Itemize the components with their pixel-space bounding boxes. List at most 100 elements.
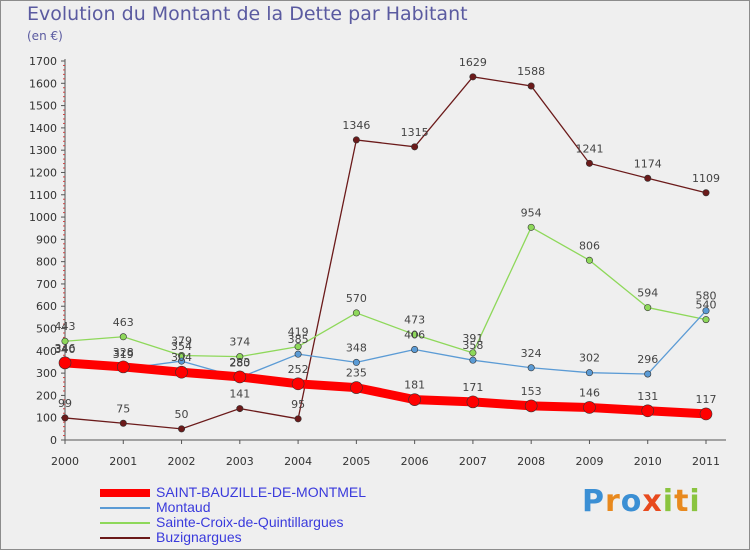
data-label-buzignargues: 1241 (575, 142, 603, 155)
data-point-sainte-croix-de-quintillargues (61, 337, 69, 345)
data-point-buzignargues (469, 73, 477, 81)
data-label-saint-bauzille-de-montmel: 153 (521, 385, 542, 398)
legend-label: Buzignargues (156, 529, 242, 545)
y-tick-label: 100 (36, 412, 57, 425)
data-point-montaud (294, 350, 302, 358)
data-point-buzignargues (178, 425, 186, 433)
x-tick-label: 2002 (168, 455, 196, 468)
y-tick-label: 1700 (29, 55, 57, 68)
data-point-saint-bauzille-de-montmel (350, 381, 363, 394)
data-label-montaud: 358 (462, 339, 483, 352)
data-point-buzignargues (236, 405, 244, 413)
data-label-sainte-croix-de-quintillargues: 594 (637, 287, 658, 300)
data-label-saint-bauzille-de-montmel: 346 (55, 342, 76, 355)
data-label-saint-bauzille-de-montmel: 117 (696, 393, 717, 406)
data-point-buzignargues (585, 159, 593, 167)
y-tick-label: 1300 (29, 144, 57, 157)
data-label-sainte-croix-de-quintillargues: 379 (171, 335, 192, 348)
data-label-buzignargues: 1315 (401, 126, 429, 139)
logo-letter: o (620, 484, 643, 519)
legend-swatch (100, 537, 150, 539)
y-tick-label: 600 (36, 300, 57, 313)
logo-letter: r (605, 484, 621, 519)
series-line-montaud (64, 310, 707, 379)
data-point-saint-bauzille-de-montmel (291, 377, 305, 391)
x-tick-label: 2009 (575, 455, 603, 468)
data-label-buzignargues: 1174 (634, 157, 662, 170)
x-tick-label: 2003 (226, 455, 254, 468)
proxiti-logo: Proxiti (582, 484, 701, 519)
data-label-montaud: 319 (113, 348, 134, 361)
y-tick-label: 1100 (29, 189, 57, 202)
data-label-buzignargues: 95 (291, 398, 305, 411)
data-label-sainte-croix-de-quintillargues: 463 (113, 316, 134, 329)
data-label-montaud: 348 (346, 341, 367, 354)
data-label-buzignargues: 1588 (517, 65, 545, 78)
data-point-sainte-croix-de-quintillargues (294, 343, 302, 351)
series-line-saint-bauzille-de-montmel (60, 358, 711, 419)
x-tick-label: 2007 (459, 455, 487, 468)
data-point-sainte-croix-de-quintillargues (585, 256, 593, 264)
y-tick-label: 1000 (29, 211, 57, 224)
x-tick-label: 2006 (401, 455, 429, 468)
data-point-montaud (178, 357, 186, 365)
data-point-saint-bauzille-de-montmel (408, 393, 421, 406)
x-tick-label: 2001 (109, 455, 137, 468)
data-label-sainte-croix-de-quintillargues: 570 (346, 292, 367, 305)
data-label-buzignargues: 1629 (459, 56, 487, 69)
data-point-sainte-croix-de-quintillargues (702, 316, 710, 324)
chart-subtitle: (en €) (27, 29, 63, 43)
data-point-saint-bauzille-de-montmel (175, 365, 188, 379)
data-point-sainte-croix-de-quintillargues (644, 304, 652, 312)
x-tick-label: 2008 (517, 455, 545, 468)
data-label-saint-bauzille-de-montmel: 252 (288, 363, 309, 376)
legend-label: Sainte-Croix-de-Quintillargues (156, 514, 344, 530)
data-point-montaud (527, 364, 535, 372)
data-label-sainte-croix-de-quintillargues: 419 (288, 326, 309, 339)
data-point-montaud (702, 307, 710, 315)
logo-letter: P (582, 484, 605, 519)
data-point-buzignargues (119, 419, 127, 427)
data-label-sainte-croix-de-quintillargues: 391 (462, 332, 483, 345)
data-label-sainte-croix-de-quintillargues: 806 (579, 239, 600, 252)
x-tick-label: 2011 (692, 455, 720, 468)
data-point-sainte-croix-de-quintillargues (119, 333, 127, 341)
data-label-montaud: 580 (696, 290, 717, 303)
logo-letter: t (674, 484, 690, 519)
data-label-montaud: 354 (171, 340, 192, 353)
data-point-saint-bauzille-de-montmel (116, 360, 130, 374)
legend-swatch (100, 522, 150, 524)
data-label-montaud: 324 (521, 347, 542, 360)
data-point-sainte-croix-de-quintillargues (469, 349, 477, 357)
x-tick-label: 2000 (51, 455, 79, 468)
data-label-montaud: 296 (637, 353, 658, 366)
data-label-sainte-croix-de-quintillargues: 540 (696, 299, 717, 312)
data-point-montaud (644, 370, 652, 378)
data-label-montaud: 385 (288, 333, 309, 346)
y-tick-label: 0 (50, 434, 57, 447)
legend-swatch (100, 507, 150, 509)
data-point-saint-bauzille-de-montmel (583, 401, 596, 414)
data-point-saint-bauzille-de-montmel (524, 399, 538, 413)
y-tick-label: 1400 (29, 122, 57, 135)
data-label-montaud: 280 (229, 357, 250, 370)
data-point-montaud (411, 345, 419, 353)
data-point-buzignargues (644, 174, 652, 182)
series-line-sainte-croix-de-quintillargues (64, 226, 707, 358)
data-label-saint-bauzille-de-montmel: 146 (579, 386, 600, 399)
y-tick-label: 800 (36, 256, 57, 269)
legend-label: SAINT-BAUZILLE-DE-MONTMEL (156, 484, 367, 500)
legend-label: Montaud (156, 499, 211, 515)
x-tick-label: 2005 (342, 455, 370, 468)
data-point-saint-bauzille-de-montmel (699, 407, 713, 421)
y-tick-label: 300 (36, 367, 57, 380)
x-tick-label: 2010 (634, 455, 662, 468)
data-label-buzignargues: 1346 (342, 119, 370, 132)
data-label-saint-bauzille-de-montmel: 304 (171, 351, 192, 364)
data-point-montaud (352, 358, 360, 366)
data-point-buzignargues (352, 136, 360, 144)
data-label-sainte-croix-de-quintillargues: 473 (404, 314, 425, 327)
data-label-buzignargues: 50 (175, 408, 189, 421)
data-label-saint-bauzille-de-montmel: 171 (462, 381, 483, 394)
